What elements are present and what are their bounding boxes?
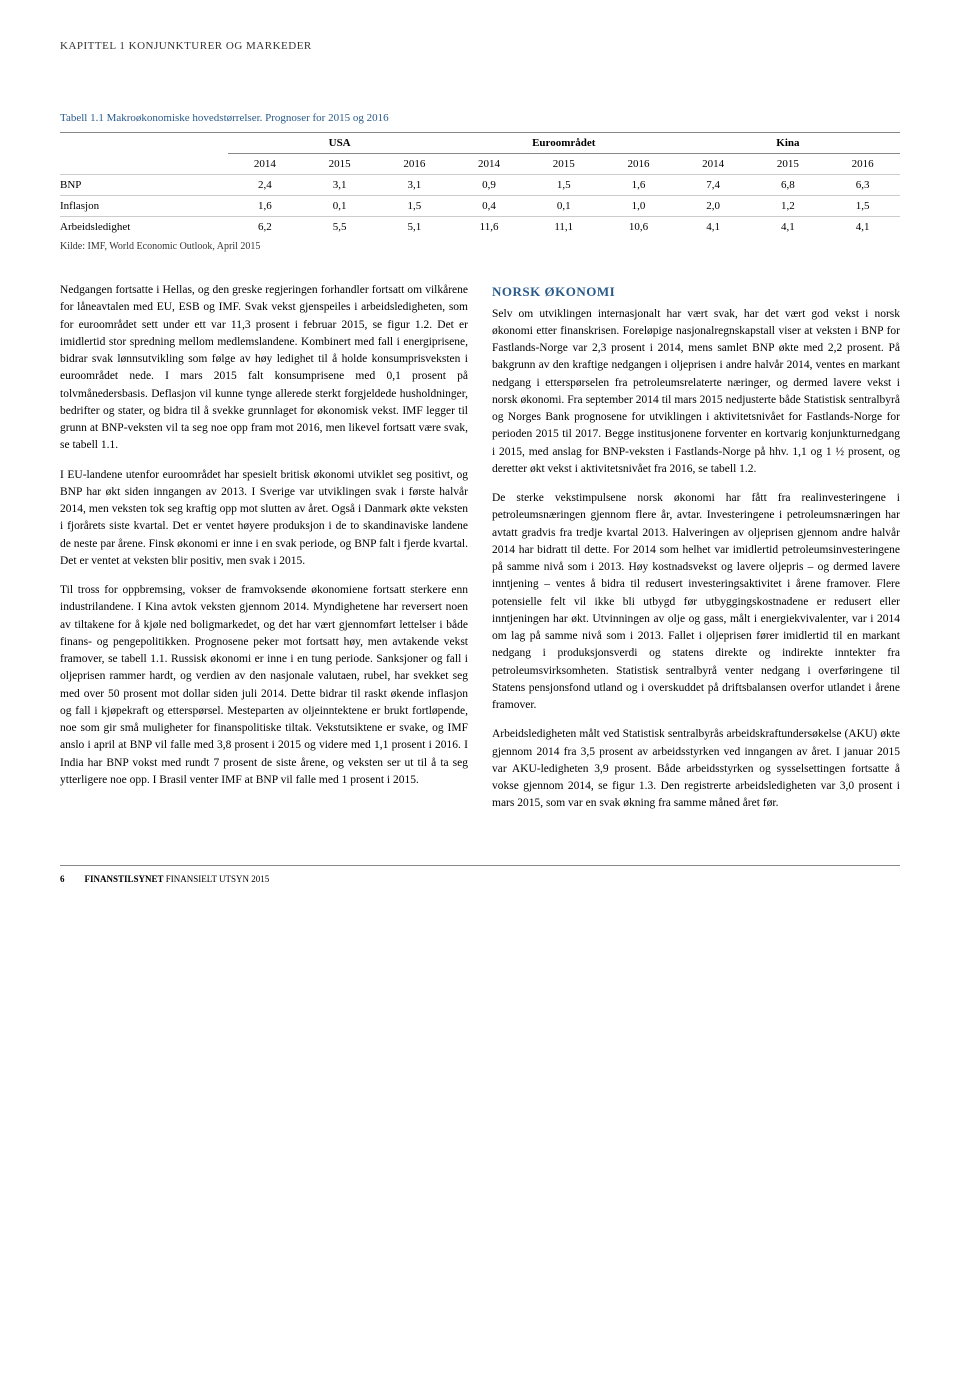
cell: 6,8 bbox=[751, 175, 826, 196]
paragraph: Selv om utviklingen internasjonalt har v… bbox=[492, 306, 900, 479]
cell: 10,6 bbox=[601, 217, 676, 238]
table-row: Inflasjon 1,6 0,1 1,5 0,4 0,1 1,0 2,0 1,… bbox=[60, 196, 900, 217]
year-col: 2016 bbox=[825, 154, 900, 175]
publication-title: FINANSIELT UTSYN 2015 bbox=[166, 874, 270, 884]
cell: 1,5 bbox=[526, 175, 601, 196]
cell: 0,1 bbox=[302, 196, 377, 217]
paragraph: Arbeidsledigheten målt ved Statistisk se… bbox=[492, 726, 900, 812]
year-col: 2014 bbox=[452, 154, 527, 175]
body-columns: Nedgangen fortsatte i Hellas, og den gre… bbox=[60, 282, 900, 825]
cell: 1,0 bbox=[601, 196, 676, 217]
right-column: NORSK ØKONOMI Selv om utviklingen intern… bbox=[492, 282, 900, 825]
cell: 6,3 bbox=[825, 175, 900, 196]
table-year-row: 2014 2015 2016 2014 2015 2016 2014 2015 … bbox=[60, 154, 900, 175]
cell: 4,1 bbox=[825, 217, 900, 238]
cell: 7,4 bbox=[676, 175, 751, 196]
row-label: Inflasjon bbox=[60, 196, 228, 217]
cell: 2,0 bbox=[676, 196, 751, 217]
cell: 11,1 bbox=[526, 217, 601, 238]
cell: 1,5 bbox=[377, 196, 452, 217]
row-label: Arbeidsledighet bbox=[60, 217, 228, 238]
paragraph: Til tross for oppbremsing, vokser de fra… bbox=[60, 582, 468, 789]
publication-name: FINANSTILSYNET FINANSIELT UTSYN 2015 bbox=[85, 874, 270, 884]
year-col: 2016 bbox=[377, 154, 452, 175]
cell: 4,1 bbox=[751, 217, 826, 238]
year-col: 2015 bbox=[526, 154, 601, 175]
cell: 1,2 bbox=[751, 196, 826, 217]
paragraph: I EU-landene utenfor euroområdet har spe… bbox=[60, 467, 468, 571]
cell: 4,1 bbox=[676, 217, 751, 238]
year-col: 2015 bbox=[751, 154, 826, 175]
cell: 6,2 bbox=[228, 217, 303, 238]
table-source: Kilde: IMF, World Economic Outlook, Apri… bbox=[60, 241, 900, 252]
page-footer: 6 FINANSTILSYNET FINANSIELT UTSYN 2015 bbox=[60, 865, 900, 884]
page-number: 6 bbox=[60, 874, 65, 884]
cell: 3,1 bbox=[302, 175, 377, 196]
table-group-row: USA Euroområdet Kina bbox=[60, 133, 900, 154]
year-col: 2014 bbox=[676, 154, 751, 175]
cell: 5,1 bbox=[377, 217, 452, 238]
cell: 0,9 bbox=[452, 175, 527, 196]
table-row: Arbeidsledighet 6,2 5,5 5,1 11,6 11,1 10… bbox=[60, 217, 900, 238]
macro-table: USA Euroområdet Kina 2014 2015 2016 2014… bbox=[60, 132, 900, 237]
year-col: 2014 bbox=[228, 154, 303, 175]
cell: 2,4 bbox=[228, 175, 303, 196]
left-column: Nedgangen fortsatte i Hellas, og den gre… bbox=[60, 282, 468, 825]
cell: 0,4 bbox=[452, 196, 527, 217]
publisher: FINANSTILSYNET bbox=[85, 874, 164, 884]
row-label: BNP bbox=[60, 175, 228, 196]
table-row: BNP 2,4 3,1 3,1 0,9 1,5 1,6 7,4 6,8 6,3 bbox=[60, 175, 900, 196]
col-group: USA bbox=[228, 133, 452, 154]
cell: 1,6 bbox=[601, 175, 676, 196]
section-heading: NORSK ØKONOMI bbox=[492, 282, 900, 302]
col-group: Kina bbox=[676, 133, 900, 154]
cell: 0,1 bbox=[526, 196, 601, 217]
year-col: 2015 bbox=[302, 154, 377, 175]
table-title: Tabell 1.1 Makroøkonomiske hovedstørrels… bbox=[60, 112, 900, 124]
col-group: Euroområdet bbox=[452, 133, 676, 154]
paragraph: De sterke vekstimpulsene norsk økonomi h… bbox=[492, 490, 900, 714]
cell: 1,5 bbox=[825, 196, 900, 217]
chapter-header: KAPITTEL 1 KONJUNKTURER OG MARKEDER bbox=[60, 40, 900, 52]
cell: 1,6 bbox=[228, 196, 303, 217]
paragraph: Nedgangen fortsatte i Hellas, og den gre… bbox=[60, 282, 468, 455]
cell: 11,6 bbox=[452, 217, 527, 238]
cell: 5,5 bbox=[302, 217, 377, 238]
cell: 3,1 bbox=[377, 175, 452, 196]
year-col: 2016 bbox=[601, 154, 676, 175]
